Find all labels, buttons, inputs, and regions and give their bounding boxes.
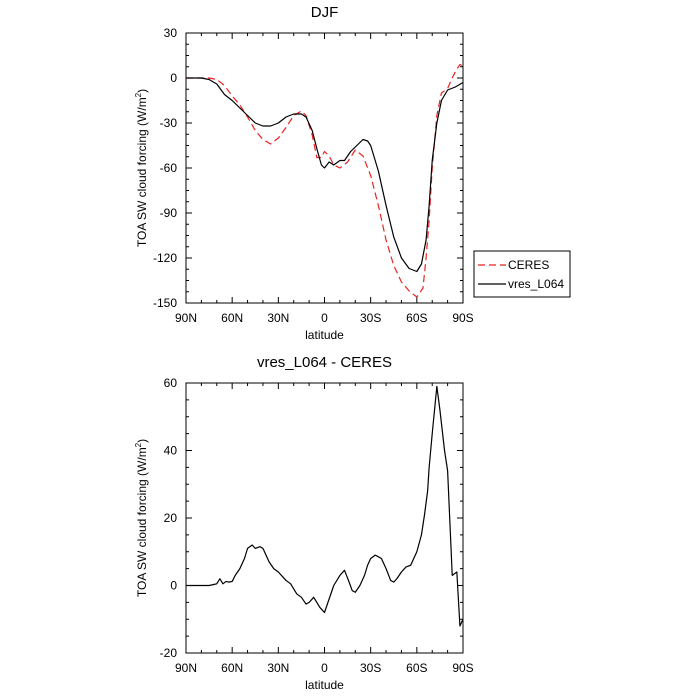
x-tick-label: 90S bbox=[452, 311, 473, 325]
y-axis-label: TOA SW cloud forcing (W/m2) bbox=[134, 89, 149, 247]
y-tick-label: -90 bbox=[160, 206, 178, 220]
panel-djf: DJF 90N 60N 30N 0 30S 60S 90S 30 0 -30 -60 -90 -120 -1… bbox=[134, 4, 571, 342]
x-tick-label: 0 bbox=[321, 311, 328, 325]
x-tick-label: 90N bbox=[175, 661, 197, 675]
panel-difference: vres_L064 - CERES 90N 60N 30N 0 30S 60S 90S 60 40… bbox=[134, 354, 474, 692]
x-axis-label: latitude bbox=[305, 328, 344, 342]
x-tick-label: 30S bbox=[360, 661, 381, 675]
x-tick-label: 60S bbox=[406, 311, 427, 325]
x-tick-label: 90S bbox=[452, 661, 473, 675]
series-line-difference bbox=[186, 385, 464, 627]
legend-box bbox=[473, 250, 571, 298]
y-tick-label: 0 bbox=[170, 71, 177, 85]
series-line-ceres bbox=[186, 63, 464, 298]
x-tick-label: 30N bbox=[267, 311, 289, 325]
chart-title: vres_L064 - CERES bbox=[257, 354, 392, 371]
x-axis-label: latitude bbox=[305, 678, 344, 692]
y-tick-label: -150 bbox=[153, 296, 177, 310]
y-tick-label: 30 bbox=[164, 26, 178, 40]
x-tick-label: 60N bbox=[221, 311, 243, 325]
legend-label: vres_L064 bbox=[508, 277, 564, 291]
chart-title: DJF bbox=[311, 4, 339, 21]
y-tick-label: 20 bbox=[164, 511, 178, 525]
y-tick-label: -120 bbox=[153, 251, 177, 265]
y-tick-label: -30 bbox=[160, 116, 178, 130]
x-tick-label: 30N bbox=[267, 661, 289, 675]
y-tick-label: -60 bbox=[160, 161, 178, 175]
y-tick-label: 40 bbox=[164, 444, 178, 458]
y-axis-label: TOA SW cloud forcing (W/m2) bbox=[134, 439, 149, 597]
x-tick-label: 60N bbox=[221, 661, 243, 675]
legend-label: CERES bbox=[508, 258, 549, 272]
y-tick-label: 60 bbox=[164, 376, 178, 390]
y-tick-label: 0 bbox=[170, 579, 177, 593]
series-line-vres-l064 bbox=[186, 77, 464, 273]
y-tick-label: -20 bbox=[160, 646, 178, 660]
x-tick-label: 60S bbox=[406, 661, 427, 675]
x-tick-label: 90N bbox=[175, 311, 197, 325]
x-tick-label: 30S bbox=[360, 311, 381, 325]
legend: CERES vres_L064 bbox=[473, 250, 571, 298]
x-tick-label: 0 bbox=[321, 661, 328, 675]
